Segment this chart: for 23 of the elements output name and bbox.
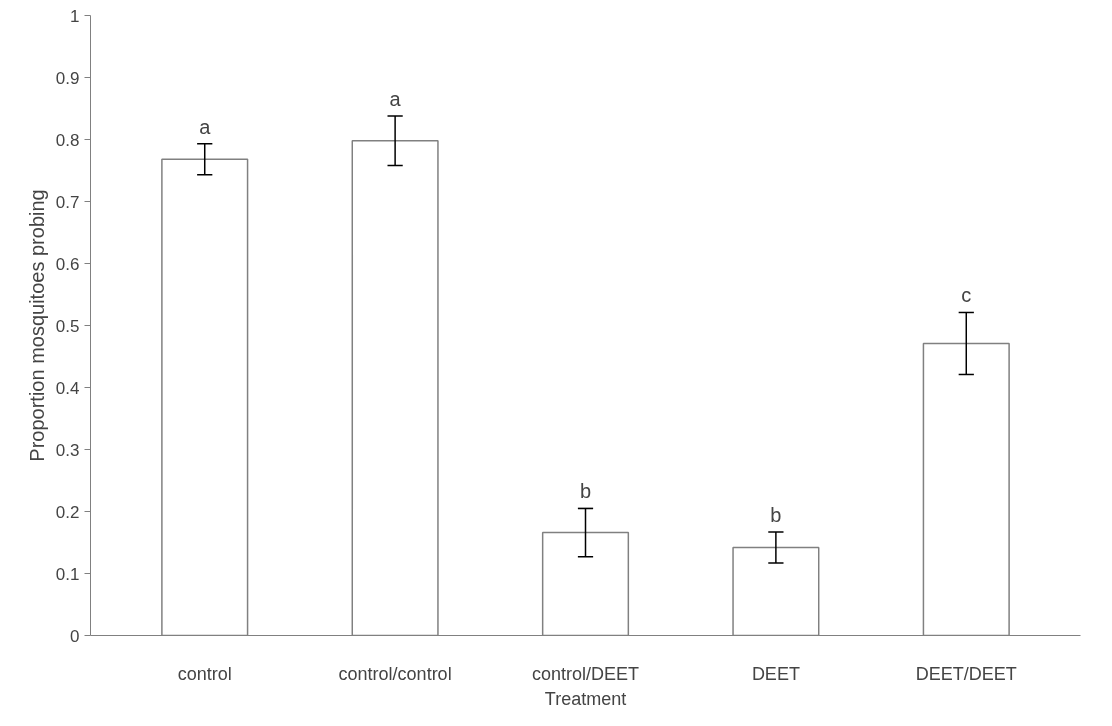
annotation: b bbox=[579, 480, 592, 503]
y-tick-label: 0.4 bbox=[55, 378, 80, 398]
x-tick-label: control/control bbox=[338, 663, 452, 684]
annotation: a bbox=[199, 115, 212, 138]
y-tick-label: 0.5 bbox=[55, 316, 80, 336]
y-tick-label: 0.1 bbox=[55, 564, 80, 584]
x-tick-label: DEET bbox=[751, 663, 800, 684]
x-axis-title: Treatment bbox=[544, 688, 627, 709]
y-tick-label: 0.2 bbox=[55, 502, 80, 522]
x-tick-label: DEET/DEET bbox=[915, 663, 1017, 684]
annotation: b bbox=[770, 503, 782, 526]
annotation: c bbox=[961, 284, 972, 307]
annotation: a bbox=[389, 87, 402, 110]
x-tick-label: control/DEET bbox=[531, 663, 640, 684]
y-tick-label: 0.8 bbox=[55, 130, 80, 150]
y-tick-label: 0 bbox=[70, 626, 80, 646]
y-tick-label: 0.6 bbox=[55, 254, 80, 274]
x-tick-label: control bbox=[177, 663, 232, 684]
y-axis-title: Proportion mosquitoes probing bbox=[25, 189, 48, 462]
y-tick-label: 0.3 bbox=[55, 440, 80, 460]
y-tick-label: 1 bbox=[70, 6, 80, 26]
y-tick-label: 0.7 bbox=[55, 192, 80, 212]
y-tick-label: 0.9 bbox=[55, 68, 80, 88]
